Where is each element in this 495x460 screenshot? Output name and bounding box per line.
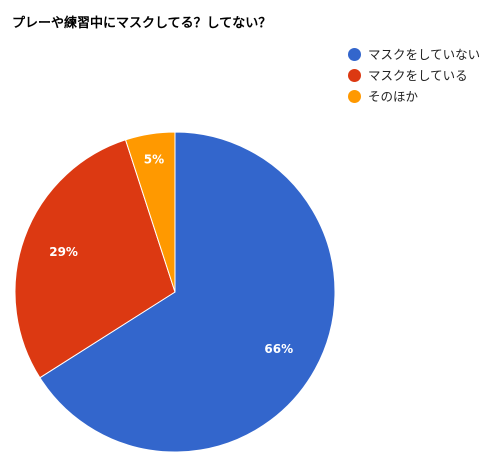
legend-item-no-mask[interactable]: マスクをしていない	[348, 44, 488, 65]
pie-slice-no-mask[interactable]	[39, 131, 336, 453]
legend-label-other: そのほか	[368, 89, 419, 104]
pie-label-no-mask: 66%	[264, 342, 293, 356]
pie-label-other: 5%	[144, 152, 164, 166]
pie-slice-other[interactable]	[124, 131, 176, 293]
legend-label-no-mask: マスクをしていない	[368, 47, 481, 62]
legend-swatch-other	[348, 90, 361, 103]
legend-item-other[interactable]: そのほか	[348, 86, 488, 107]
legend: マスクをしていない マスクをしている そのほか	[348, 44, 488, 107]
pie-label-mask: 29%	[49, 245, 78, 259]
legend-swatch-mask	[348, 69, 361, 82]
pie-slice-mask[interactable]	[14, 139, 176, 379]
chart-title: プレーや練習中にマスクしてる？してない？	[12, 16, 272, 31]
legend-label-mask: マスクをしている	[368, 68, 468, 83]
legend-swatch-no-mask	[348, 48, 361, 61]
legend-item-mask[interactable]: マスクをしている	[348, 65, 488, 86]
